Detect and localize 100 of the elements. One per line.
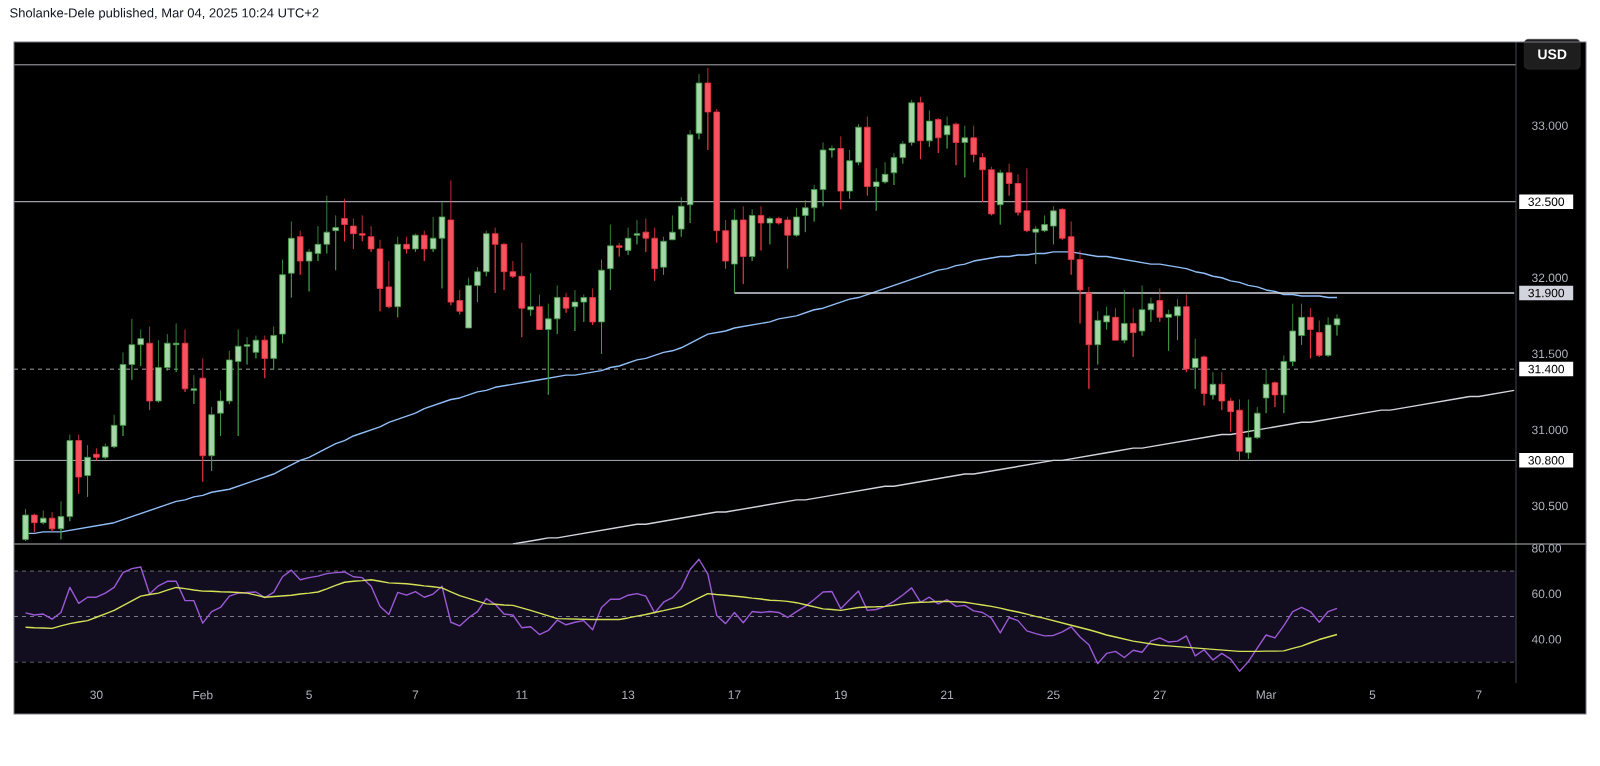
x-tick-label: 30 — [90, 690, 103, 700]
x-tick-label: 11 — [516, 690, 528, 699]
candlestick — [1121, 289, 1128, 344]
candlestick — [1165, 309, 1172, 352]
x-tick-label: Mar — [1256, 690, 1277, 699]
candlestick — [846, 149, 853, 200]
y-tick-label: 40.00 — [1531, 635, 1562, 644]
y-tick-label: 33.000 — [1531, 121, 1568, 130]
candlestick — [1023, 167, 1031, 233]
x-tick-label: 27 — [1153, 690, 1166, 699]
candlestick — [704, 67, 712, 151]
candlestick — [31, 513, 38, 533]
candlestick — [137, 329, 144, 367]
line-series — [24, 558, 1338, 672]
x-tick-label: 13 — [622, 690, 635, 700]
candlestick — [1289, 303, 1296, 367]
ref-line-label: 32.500 — [1528, 197, 1565, 206]
candlestick — [341, 198, 348, 242]
candlestick — [952, 122, 960, 166]
candlestick — [447, 180, 455, 306]
candlestick — [1324, 316, 1332, 358]
candlestick — [1271, 380, 1279, 408]
candlestick — [1085, 286, 1093, 390]
candlestick — [359, 215, 366, 242]
candlestick — [1209, 371, 1217, 400]
x-tick-label: 7 — [412, 690, 419, 699]
candlestick — [1041, 215, 1048, 233]
candlestick — [270, 326, 277, 370]
candlestick — [553, 284, 561, 335]
candlestick — [128, 318, 136, 381]
candlestick — [1059, 207, 1066, 241]
candlestick — [908, 99, 915, 146]
candlestick — [465, 277, 472, 329]
candlestick — [731, 208, 738, 294]
candlestick — [961, 125, 969, 178]
x-tick-label: Feb — [193, 690, 213, 700]
candlestick — [607, 224, 614, 291]
candlestick — [208, 406, 215, 472]
candlestick — [1307, 307, 1314, 359]
candlestick — [1005, 163, 1013, 197]
candlestick — [146, 326, 153, 411]
candlestick — [748, 208, 756, 262]
candlestick — [394, 236, 401, 318]
candlestick — [48, 511, 56, 533]
candlestick — [1333, 313, 1341, 336]
candlestick — [199, 358, 206, 483]
candlestick — [979, 152, 986, 203]
candlestick — [686, 129, 694, 224]
candlestick — [474, 266, 481, 303]
candlestick — [155, 339, 162, 403]
candlestick — [403, 236, 410, 254]
candlestick — [793, 207, 800, 238]
ref-line-label: 31.400 — [1528, 364, 1565, 374]
candlestick — [970, 125, 977, 163]
candlestick — [642, 218, 650, 253]
candlestick — [722, 219, 729, 270]
candlestick — [935, 117, 942, 154]
candlestick — [766, 216, 774, 245]
candlestick — [1218, 371, 1226, 411]
candlestick — [261, 335, 269, 379]
candlestick — [864, 116, 871, 197]
candlestick — [1236, 399, 1243, 461]
candlestick — [571, 289, 579, 332]
candlestick — [172, 323, 180, 373]
candlestick — [678, 196, 685, 238]
candlestick — [57, 501, 65, 540]
candlestick — [695, 73, 703, 140]
candlestick — [181, 329, 189, 393]
candlestick — [296, 230, 304, 276]
y-tick-label: 60.00 — [1532, 589, 1562, 599]
candlestick — [740, 205, 747, 285]
candlestick — [1316, 319, 1323, 358]
candlestick — [110, 414, 118, 449]
ref-line-label: 30.800 — [1528, 456, 1565, 465]
candlestick — [757, 205, 765, 251]
candlestick — [890, 152, 898, 186]
x-tick-label: 19 — [835, 690, 847, 700]
candlestick — [412, 233, 419, 253]
candlestick — [527, 272, 534, 317]
x-tick-label: 5 — [306, 690, 312, 699]
candlestick — [713, 108, 720, 244]
candlestick — [536, 294, 543, 330]
candlestick — [997, 169, 1004, 225]
candlestick — [943, 116, 951, 149]
candlestick — [40, 510, 47, 525]
candlestick — [1014, 173, 1022, 216]
candlestick — [926, 110, 933, 148]
y-tick-label: 31.500 — [1531, 349, 1568, 359]
candlestick — [93, 447, 100, 461]
candlestick — [1094, 310, 1101, 365]
candlestick — [1129, 307, 1137, 358]
candlestick — [518, 242, 525, 338]
x-tick-label: 17 — [728, 690, 741, 699]
candlestick — [775, 216, 782, 225]
candlestick — [421, 230, 428, 262]
candlestick — [385, 260, 393, 309]
candlestick — [633, 219, 641, 245]
candlestick — [429, 216, 437, 253]
candlestick — [917, 96, 924, 160]
candlestick — [279, 259, 286, 344]
